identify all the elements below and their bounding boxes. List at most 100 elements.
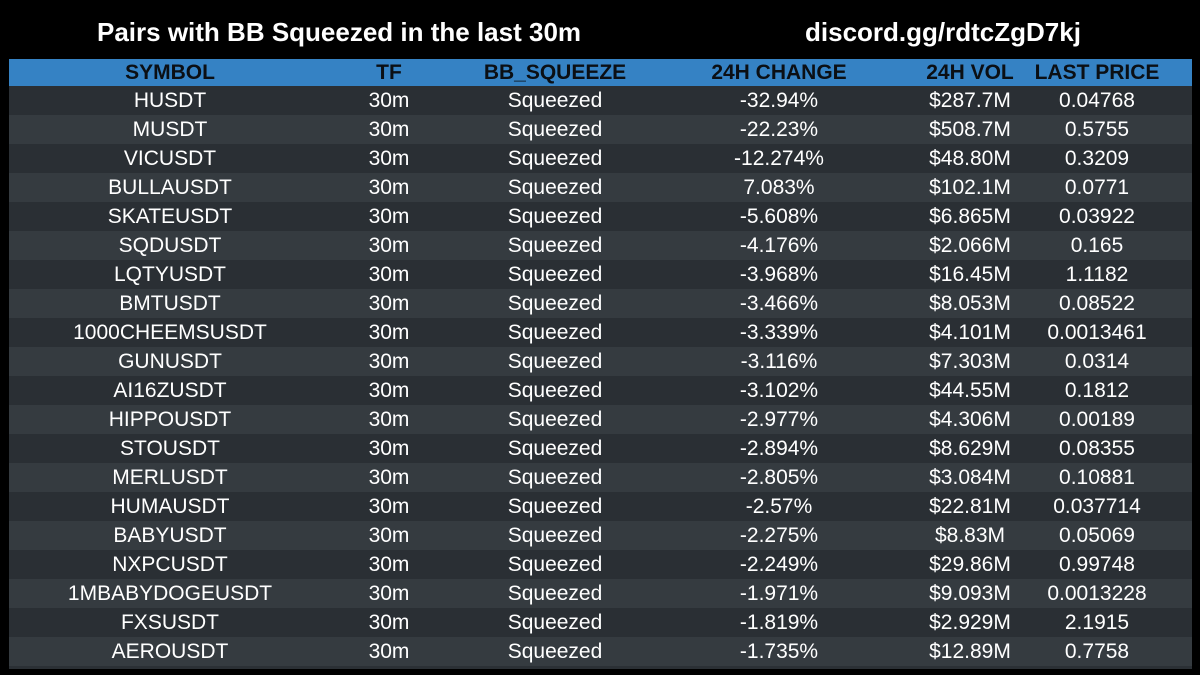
column-header-24h-vol[interactable]: 24H VOL (926, 60, 1014, 84)
table-row[interactable]: STOUSDT 30m Squeezed -2.894% $8.629M 0.08355 (9, 434, 1192, 463)
cell-24h-change: -32.94% (739, 88, 819, 112)
cell-bb-squeeze: Squeezed (507, 378, 603, 402)
cell-24h-change: -1.735% (739, 639, 819, 663)
cell-24h-change: -22.23% (739, 117, 819, 141)
cell-last-price: 0.0013228 (1047, 581, 1147, 605)
table-row[interactable]: FXSUSDT 30m Squeezed -1.819% $2.929M 2.1915 (9, 608, 1192, 637)
table-row[interactable]: LQTYUSDT 30m Squeezed -3.968% $16.45M 1.1182 (9, 260, 1192, 289)
cell-24h-vol: $44.55M (929, 378, 1011, 402)
cell-bb-squeeze: Squeezed (507, 320, 603, 344)
cell-24h-change: -1.819% (739, 610, 819, 634)
cell-24h-vol: $4.101M (929, 320, 1011, 344)
cell-tf: 30m (368, 320, 410, 344)
cell-24h-vol: $287.7M (929, 88, 1011, 112)
cell-tf: 30m (368, 88, 410, 112)
table-row[interactable]: VICUSDT 30m Squeezed -12.274% $48.80M 0.3209 (9, 144, 1192, 173)
table-row[interactable]: BABYUSDT 30m Squeezed -2.275% $8.83M 0.05069 (9, 521, 1192, 550)
table-row[interactable]: MERLUSDT 30m Squeezed -2.805% $3.084M 0.10881 (9, 463, 1192, 492)
table-row[interactable]: HUMAUSDT 30m Squeezed -2.57% $22.81M 0.037714 (9, 492, 1192, 521)
cell-symbol: FXSUSDT (120, 610, 219, 634)
cell-last-price: 0.00189 (1059, 407, 1135, 431)
cell-bb-squeeze: Squeezed (507, 436, 603, 460)
table-row[interactable]: SQDUSDT 30m Squeezed -4.176% $2.066M 0.165 (9, 231, 1192, 260)
cell-24h-vol: $2.066M (929, 233, 1011, 257)
table-row[interactable]: BMTUSDT 30m Squeezed -3.466% $8.053M 0.08522 (9, 289, 1192, 318)
discord-link[interactable]: discord.gg/rdtcZgD7kj (805, 17, 1081, 47)
cell-bb-squeeze: Squeezed (507, 88, 603, 112)
cell-24h-change: -2.57% (745, 494, 813, 518)
cell-bb-squeeze: Squeezed (507, 117, 603, 141)
cell-symbol: NXPCUSDT (112, 552, 228, 576)
cell-symbol: BABYUSDT (113, 523, 227, 547)
squeeze-table: SYMBOL TF BB_SQUEEZE 24H CHANGE 24H VOL … (9, 59, 1192, 669)
cell-tf: 30m (368, 204, 410, 228)
cell-24h-change: -1.971% (739, 581, 819, 605)
cell-last-price: 0.08522 (1059, 291, 1135, 315)
cell-24h-vol: $8.83M (934, 523, 1006, 547)
cell-tf: 30m (368, 175, 410, 199)
cell-24h-vol: $6.865M (929, 204, 1011, 228)
column-header-tf[interactable]: TF (376, 60, 402, 84)
cell-tf: 30m (368, 233, 410, 257)
header: Pairs with BB Squeezed in the last 30m d… (0, 0, 1200, 60)
cell-tf: 30m (368, 436, 410, 460)
column-header-bb-squeeze[interactable]: BB_SQUEEZE (483, 60, 627, 84)
cell-24h-vol: $22.81M (929, 494, 1011, 518)
cell-bb-squeeze: Squeezed (507, 262, 603, 286)
table-row[interactable]: AEROUSDT 30m Squeezed -1.735% $12.89M 0.7758 (9, 637, 1192, 666)
cell-bb-squeeze: Squeezed (507, 581, 603, 605)
cell-symbol: AI16ZUSDT (113, 378, 227, 402)
table-row[interactable]: HIPPOUSDT 30m Squeezed -2.977% $4.306M 0.0018… (9, 405, 1192, 434)
cell-last-price: 0.0013461 (1047, 320, 1147, 344)
cell-last-price: 0.08355 (1059, 436, 1135, 460)
cell-24h-vol: $12.89M (929, 639, 1011, 663)
cell-tf: 30m (368, 378, 410, 402)
table-row[interactable]: GUNUSDT 30m Squeezed -3.116% $7.303M 0.0314 (9, 347, 1192, 376)
cell-symbol: 1000CHEEMSUSDT (73, 320, 267, 344)
table-row[interactable]: HUSDT 30m Squeezed -32.94% $287.7M 0.04768 (9, 86, 1192, 115)
cell-last-price: 0.10881 (1059, 465, 1135, 489)
cell-last-price: 0.5755 (1064, 117, 1130, 141)
table-row[interactable]: NXPCUSDT 30m Squeezed -2.249% $29.86M 0.99748 (9, 550, 1192, 579)
cell-bb-squeeze: Squeezed (507, 233, 603, 257)
cell-24h-vol: $7.303M (929, 349, 1011, 373)
column-header-symbol[interactable]: SYMBOL (125, 60, 215, 84)
cell-24h-change: -2.275% (739, 523, 819, 547)
cell-bb-squeeze: Squeezed (507, 291, 603, 315)
cell-bb-squeeze: Squeezed (507, 639, 603, 663)
cell-last-price: 0.04768 (1059, 88, 1135, 112)
cell-bb-squeeze: Squeezed (507, 175, 603, 199)
cell-24h-change: -2.249% (739, 552, 819, 576)
cell-24h-change: -2.977% (739, 407, 819, 431)
cell-24h-vol: $8.629M (929, 436, 1011, 460)
cell-bb-squeeze: Squeezed (507, 552, 603, 576)
cell-24h-change: -3.968% (739, 262, 819, 286)
cell-24h-vol: $48.80M (929, 146, 1011, 170)
cell-bb-squeeze: Squeezed (507, 204, 603, 228)
cell-symbol: AEROUSDT (111, 639, 229, 663)
cell-tf: 30m (368, 639, 410, 663)
cell-bb-squeeze: Squeezed (507, 146, 603, 170)
table-row[interactable]: BULLAUSDT 30m Squeezed 7.083% $102.1M 0.0771 (9, 173, 1192, 202)
cell-last-price: 1.1182 (1065, 262, 1129, 286)
cell-symbol: HIPPOUSDT (108, 407, 232, 431)
table-row[interactable]: 1000CHEEMSUSDT 30m Squeezed -3.339% $4.101M 0… (9, 318, 1192, 347)
cell-24h-vol: $8.053M (929, 291, 1011, 315)
cell-bb-squeeze: Squeezed (507, 610, 603, 634)
cell-tf: 30m (368, 610, 410, 634)
cell-24h-change: -4.176% (739, 233, 819, 257)
column-header-24h-change[interactable]: 24H CHANGE (711, 60, 847, 84)
cell-24h-vol: $4.306M (929, 407, 1011, 431)
cell-24h-change: -3.339% (739, 320, 819, 344)
cell-24h-vol: $2.929M (929, 610, 1011, 634)
table-row[interactable]: SKATEUSDT 30m Squeezed -5.608% $6.865M 0.0392… (9, 202, 1192, 231)
column-header-last-price[interactable]: LAST PRICE (1034, 60, 1160, 84)
table-row[interactable]: AI16ZUSDT 30m Squeezed -3.102% $44.55M 0.1812 (9, 376, 1192, 405)
cell-24h-change: -2.805% (739, 465, 819, 489)
cell-bb-squeeze: Squeezed (507, 523, 603, 547)
cell-tf: 30m (368, 523, 410, 547)
table-row[interactable]: 1MBABYDOGEUSDT 30m Squeezed -1.971% $9.093M 0… (9, 579, 1192, 608)
cell-symbol: GUNUSDT (118, 349, 222, 373)
cell-tf: 30m (368, 262, 410, 286)
table-row[interactable]: MUSDT 30m Squeezed -22.23% $508.7M 0.5755 (9, 115, 1192, 144)
